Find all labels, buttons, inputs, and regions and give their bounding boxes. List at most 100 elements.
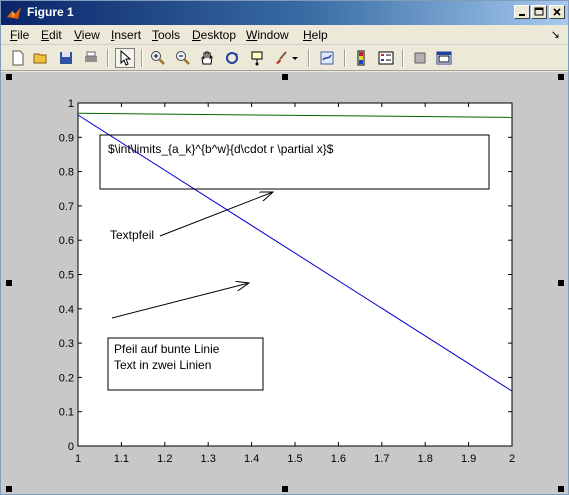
rotate-3d-icon xyxy=(226,52,238,64)
toolbar-separator xyxy=(344,49,346,67)
show-plot-tools-button[interactable] xyxy=(434,48,454,68)
edit-plot-button[interactable] xyxy=(115,48,135,68)
menu-desktop[interactable]: Desktop xyxy=(192,28,237,42)
link-plot-button[interactable] xyxy=(317,48,337,68)
insert-legend-button[interactable] xyxy=(376,48,396,68)
selection-handle[interactable] xyxy=(558,486,564,492)
insert-colorbar-button[interactable] xyxy=(351,48,371,68)
x-tick-label: 1.4 xyxy=(244,453,259,465)
new-figure-button[interactable] xyxy=(8,48,28,68)
dock-figure-button[interactable]: ↘ xyxy=(550,29,560,41)
menu-bar: File Edit View Insert Tools Desktop Wind… xyxy=(1,25,568,45)
brush-button[interactable] xyxy=(271,48,291,68)
x-tick-label: 1.1 xyxy=(114,453,129,465)
selection-handle[interactable] xyxy=(6,280,12,286)
latex-annotation-text: $\int\limits_{a_k}^{b^w}{d\cdot r \parti… xyxy=(108,142,334,156)
toolbar-separator xyxy=(308,49,310,67)
colorbar-icon xyxy=(357,50,365,66)
print-button[interactable] xyxy=(81,48,101,68)
brush-dropdown-icon xyxy=(292,57,298,60)
pan-hand-icon xyxy=(201,51,213,65)
y-tick-label: 0.1 xyxy=(59,407,74,419)
figure-toolbar xyxy=(1,45,568,71)
x-tick-label: 1.6 xyxy=(331,453,346,465)
y-tick-label: 0.6 xyxy=(59,235,74,247)
save-icon xyxy=(60,52,72,64)
zoom-in-button[interactable] xyxy=(148,48,168,68)
brush-icon xyxy=(276,51,287,64)
menu-tools[interactable]: Tools xyxy=(152,28,181,42)
window-title: Figure 1 xyxy=(27,5,74,19)
new-figure-icon xyxy=(12,50,24,66)
selection-handle[interactable] xyxy=(282,486,288,492)
menu-help[interactable]: Help xyxy=(303,28,328,42)
selection-handle[interactable] xyxy=(6,486,12,492)
save-button[interactable] xyxy=(56,48,76,68)
pan-button[interactable] xyxy=(197,48,217,68)
hide-plot-tools-icon xyxy=(414,52,426,64)
data-cursor-icon xyxy=(251,51,263,66)
textarrow-arrow[interactable] xyxy=(159,192,273,237)
x-tick-label: 1.7 xyxy=(374,453,389,465)
x-tick-label: 1.3 xyxy=(201,453,216,465)
hide-plot-tools-button[interactable] xyxy=(410,48,430,68)
legend-icon xyxy=(378,51,394,65)
menu-view[interactable]: View xyxy=(74,28,100,42)
two-line-annotation-box[interactable] xyxy=(107,337,264,391)
y-tick-label: 0.5 xyxy=(59,270,74,282)
menu-file[interactable]: File xyxy=(10,28,30,42)
series-line-0[interactable] xyxy=(77,114,513,392)
y-tick-label: 0 xyxy=(68,441,74,453)
maximize-button[interactable] xyxy=(531,5,547,19)
selection-handle[interactable] xyxy=(558,74,564,80)
menu-insert[interactable]: Insert xyxy=(111,28,142,42)
toolbar-separator xyxy=(107,49,109,67)
y-tick-label: 1 xyxy=(68,98,74,110)
x-tick-label: 1.8 xyxy=(418,453,433,465)
zoom-out-button[interactable] xyxy=(173,48,193,68)
selection-handle[interactable] xyxy=(6,74,12,80)
minimize-icon xyxy=(519,14,525,16)
close-button[interactable] xyxy=(549,5,565,19)
open-file-icon xyxy=(33,53,47,64)
y-tick-label: 0.9 xyxy=(59,132,74,144)
x-tick-label: 1.9 xyxy=(461,453,476,465)
data-cursor-button[interactable] xyxy=(247,48,267,68)
edit-plot-arrow-icon xyxy=(120,50,132,66)
toolbar-separator xyxy=(402,49,404,67)
latex-annotation-box[interactable] xyxy=(99,134,490,190)
y-tick-label: 0.4 xyxy=(59,304,74,316)
textarrow-label: Textpfeil xyxy=(110,228,154,242)
y-tick-label: 0.2 xyxy=(59,372,74,384)
title-bar[interactable]: Figure 1 xyxy=(1,1,568,25)
two-line-annotation-line-2: Text in zwei Linien xyxy=(114,358,211,372)
selection-handle[interactable] xyxy=(282,74,288,80)
series-line-1[interactable] xyxy=(77,112,513,118)
x-tick-label: 1.2 xyxy=(157,453,172,465)
matlab-logo-icon xyxy=(7,7,21,19)
open-file-button[interactable] xyxy=(31,48,51,68)
two-line-annotation-line-1: Pfeil auf bunte Linie xyxy=(114,342,220,356)
print-icon xyxy=(85,51,97,62)
minimize-button[interactable] xyxy=(514,5,530,19)
y-tick-label: 0.7 xyxy=(59,201,74,213)
zoom-in-icon xyxy=(151,51,165,65)
toolbar-separator xyxy=(141,49,143,67)
show-plot-tools-icon xyxy=(436,51,452,65)
zoom-out-icon xyxy=(176,51,190,65)
maximize-icon xyxy=(534,7,544,16)
x-tick-label: 2 xyxy=(509,453,515,465)
brush-dropdown-button[interactable] xyxy=(289,48,301,68)
rotate-3d-button[interactable] xyxy=(222,48,242,68)
x-tick-label: 1.5 xyxy=(287,453,302,465)
plot-axes-svg[interactable]: 1 1.1 1.2 1.3 1.4 1.5 1.6 1.7 1.8 1.9 2 0 0.1 0.2 0.3 0… xyxy=(1,72,568,494)
arrow-annotation[interactable] xyxy=(111,283,249,319)
y-tick-label: 0.3 xyxy=(59,338,74,350)
close-icon xyxy=(553,8,561,16)
y-tick-label: 0.8 xyxy=(59,167,74,179)
x-tick-label: 1 xyxy=(75,453,81,465)
menu-window[interactable]: Window xyxy=(246,28,289,42)
selection-handle[interactable] xyxy=(558,280,564,286)
menu-edit[interactable]: Edit xyxy=(41,28,62,42)
